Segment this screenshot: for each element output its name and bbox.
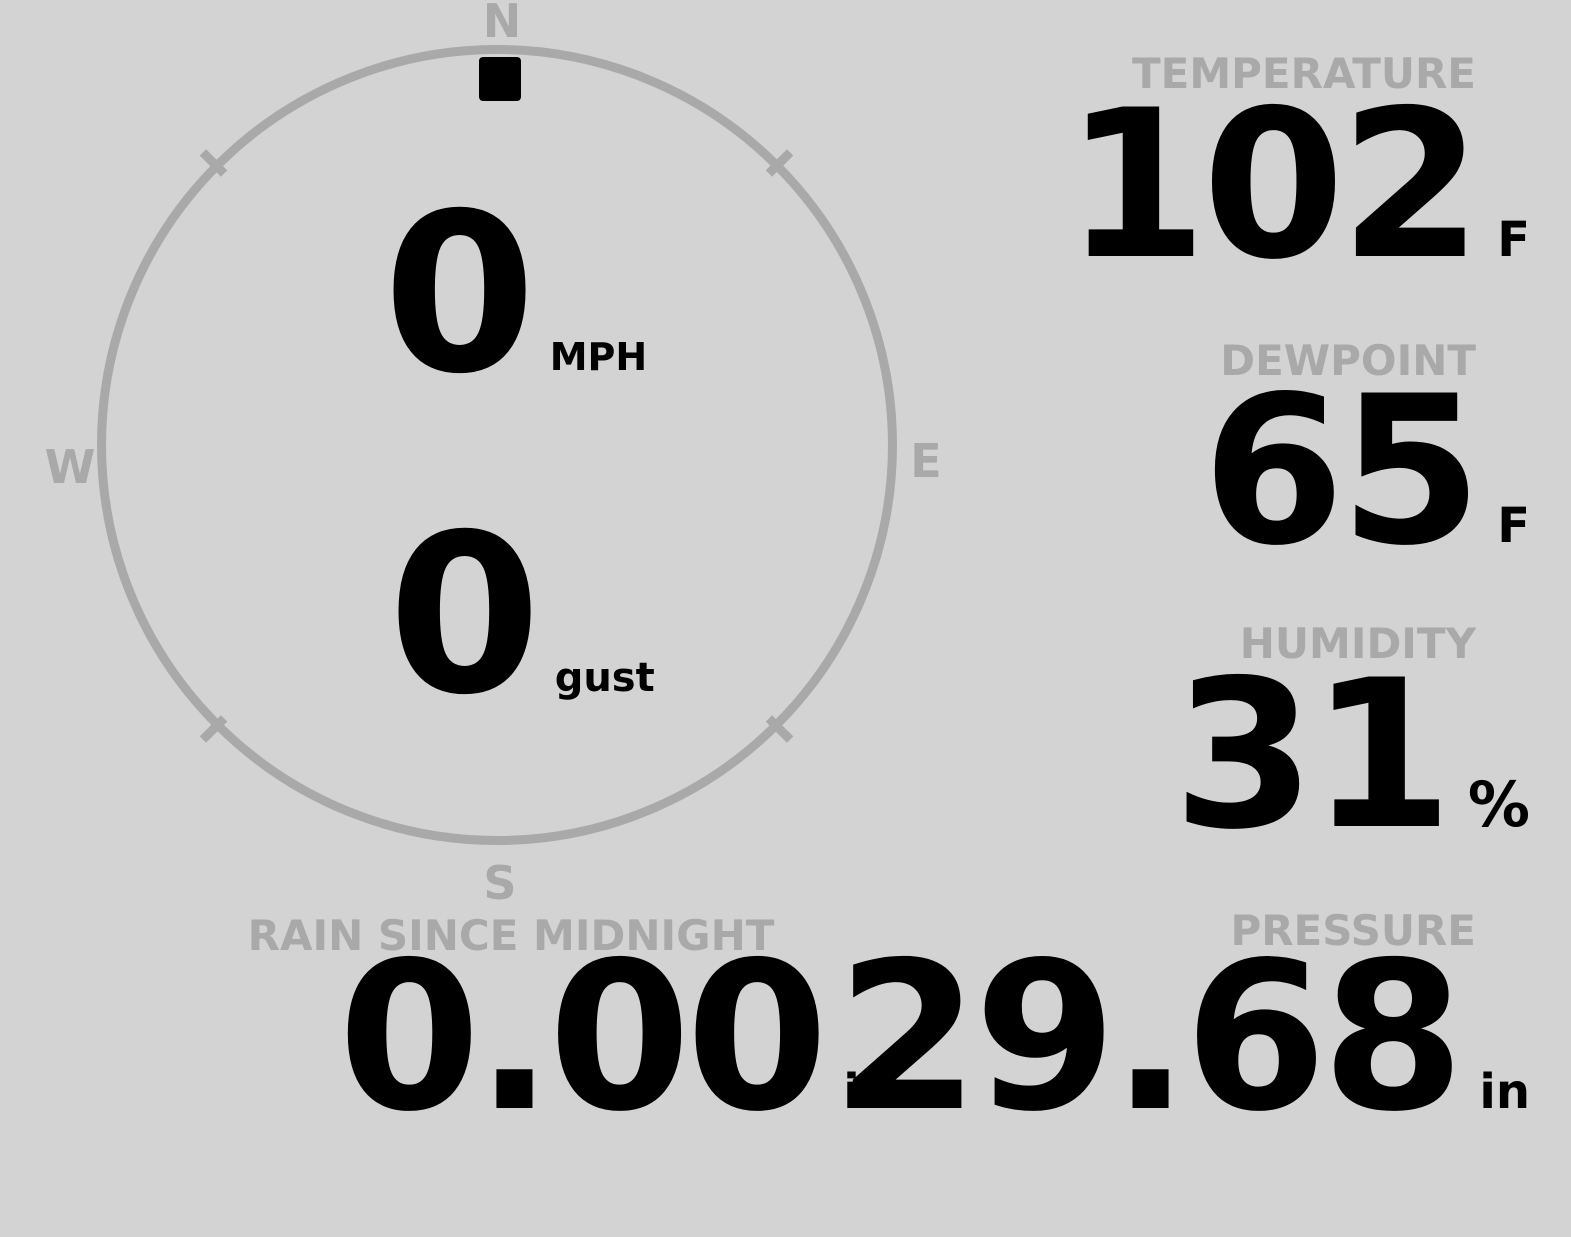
rain-reading: 0.00 in <box>338 919 894 1157</box>
compass-label-west: W <box>44 440 96 494</box>
pressure-unit: in <box>1479 1064 1530 1120</box>
wind-gust: 0 gust <box>388 487 655 743</box>
compass-label-north: N <box>482 0 522 48</box>
wind-gust-value: 0 <box>388 487 541 743</box>
pressure-value: 29.68 <box>836 919 1465 1157</box>
dewpoint-reading: 65 F <box>1202 353 1530 591</box>
temperature-reading: 102 F <box>1064 67 1530 305</box>
humidity-unit: % <box>1467 768 1530 841</box>
humidity-label: HUMIDITY <box>1239 619 1476 668</box>
compass-label-south: S <box>483 856 517 910</box>
rain-unit: in <box>843 1064 894 1120</box>
humidity-value: 31 <box>1172 637 1453 875</box>
wind-compass-ring <box>97 45 897 845</box>
wind-speed-value: 0 <box>383 166 536 422</box>
wind-direction-marker <box>479 57 521 101</box>
pressure-label: PRESSURE <box>1230 906 1476 955</box>
wind-speed-unit: MPH <box>549 335 648 379</box>
dewpoint-value: 65 <box>1202 353 1482 591</box>
wind-gust-unit: gust <box>554 655 655 701</box>
temperature-value: 102 <box>1064 67 1483 305</box>
compass-label-east: E <box>910 434 942 488</box>
humidity-reading: 31 % <box>1172 637 1530 875</box>
temperature-label: TEMPERATURE <box>1132 49 1476 98</box>
rain-label: RAIN SINCE MIDNIGHT <box>247 911 775 960</box>
pressure-reading: 29.68 in <box>836 919 1530 1157</box>
wind-speed: 0 MPH <box>383 166 648 422</box>
dewpoint-label: DEWPOINT <box>1220 336 1476 385</box>
dewpoint-unit: F <box>1497 498 1530 554</box>
rain-value: 0.00 <box>338 919 828 1157</box>
temperature-unit: F <box>1497 212 1530 268</box>
